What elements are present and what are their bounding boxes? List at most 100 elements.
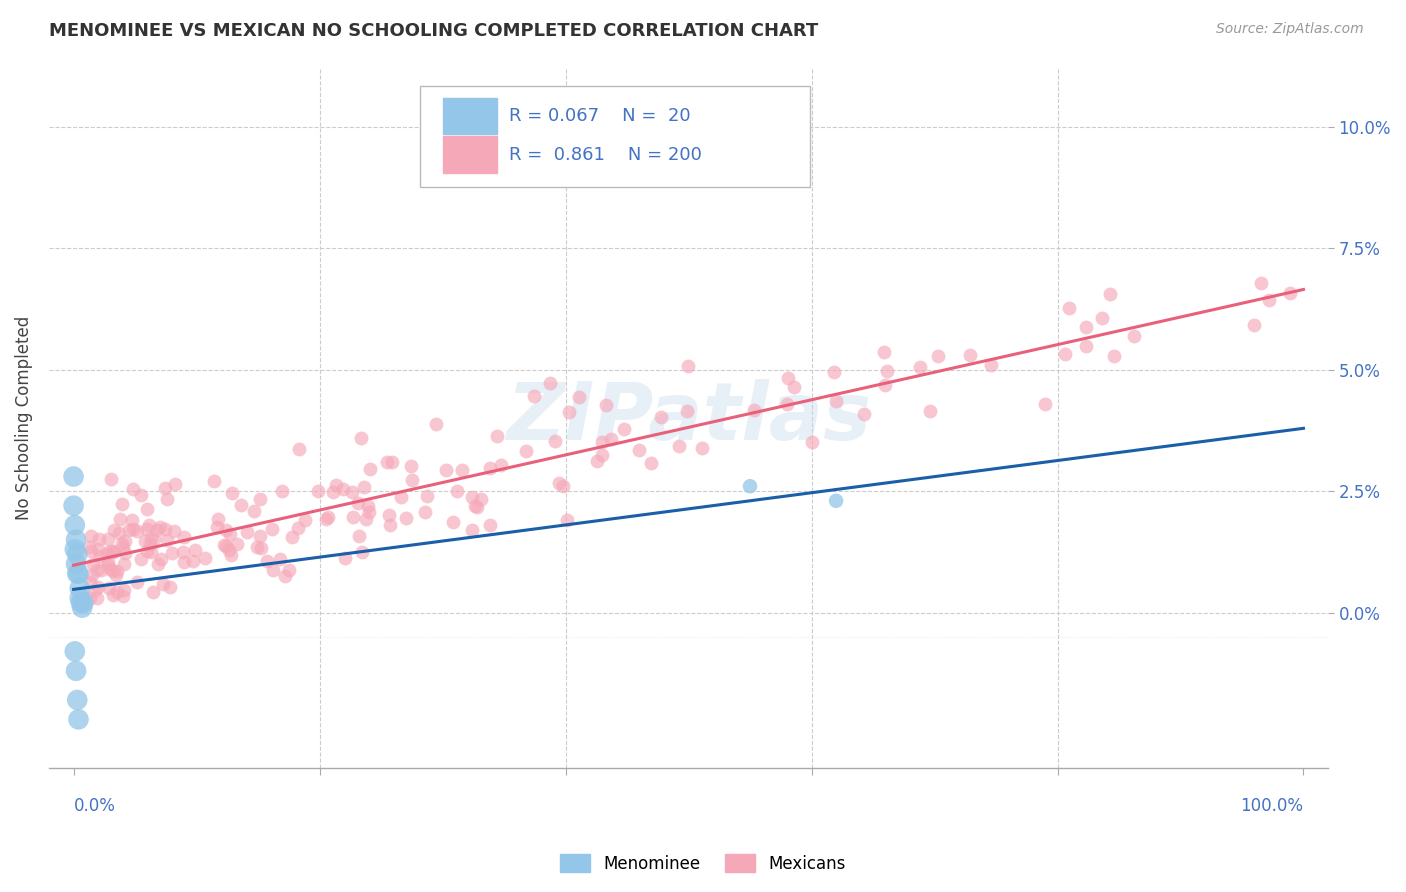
Point (1258, 293, 1281, 307)
Point (359, 462, 381, 476)
Point (401, 473, 423, 487)
Point (136, 502, 159, 516)
Point (591, 448, 613, 462)
Text: R =  0.861    N = 200: R = 0.861 N = 200 (509, 145, 703, 163)
Point (852, 407, 875, 421)
Point (446, 484, 468, 499)
Point (97, 532, 120, 546)
Point (136, 543, 159, 558)
Point (77, 540, 100, 554)
Point (824, 393, 846, 408)
Point (378, 518, 401, 533)
Point (1074, 320, 1097, 334)
Text: 100.0%: 100.0% (1240, 797, 1303, 815)
Point (377, 455, 399, 469)
Point (145, 523, 167, 537)
Point (69, 581, 91, 595)
Point (67, 712, 90, 726)
Text: R = 0.067    N =  20: R = 0.067 N = 20 (509, 107, 692, 125)
Point (315, 512, 337, 526)
Point (544, 434, 567, 448)
Point (163, 524, 186, 539)
Point (103, 588, 125, 602)
Point (70, 596, 93, 610)
Point (461, 491, 484, 505)
Point (1250, 276, 1272, 290)
Point (112, 541, 135, 555)
Point (66, 547, 89, 561)
Point (65, 533, 87, 547)
Y-axis label: No Schooling Completed: No Schooling Completed (15, 316, 32, 520)
Point (96, 546, 118, 560)
Point (347, 529, 370, 543)
Point (98, 562, 121, 576)
Point (491, 458, 513, 472)
Point (256, 554, 278, 568)
Point (415, 489, 437, 503)
Point (87, 580, 110, 594)
Point (142, 585, 165, 599)
Point (163, 477, 186, 491)
Point (105, 567, 128, 582)
Point (80, 544, 103, 558)
Point (269, 552, 291, 566)
Point (353, 480, 375, 494)
Point (111, 536, 134, 550)
Point (352, 545, 374, 559)
Point (139, 537, 162, 551)
Point (205, 520, 228, 534)
Point (742, 402, 765, 417)
Point (288, 442, 311, 457)
Point (378, 508, 401, 523)
Legend: Menominee, Mexicans: Menominee, Mexicans (553, 847, 853, 880)
Point (450, 463, 472, 477)
Point (149, 519, 172, 533)
Point (551, 479, 574, 493)
Point (231, 498, 253, 512)
Point (547, 476, 569, 491)
Point (122, 522, 145, 536)
Point (70, 600, 93, 615)
Point (425, 417, 447, 432)
Point (173, 529, 195, 543)
Point (100, 472, 122, 486)
FancyBboxPatch shape (443, 98, 496, 135)
Point (959, 348, 981, 362)
Text: MENOMINEE VS MEXICAN NO SCHOOLING COMPLETED CORRELATION CHART: MENOMINEE VS MEXICAN NO SCHOOLING COMPLE… (49, 22, 818, 40)
Point (101, 544, 124, 558)
Point (1053, 346, 1076, 360)
Point (249, 529, 271, 543)
Point (184, 543, 207, 558)
Point (515, 444, 537, 458)
Point (112, 589, 135, 603)
Point (112, 582, 135, 597)
Point (86, 591, 108, 605)
Point (278, 563, 301, 577)
Point (1057, 301, 1080, 315)
Point (441, 515, 464, 529)
Point (250, 541, 273, 556)
Point (333, 550, 356, 565)
Point (67, 566, 90, 581)
Point (249, 492, 271, 507)
FancyBboxPatch shape (420, 86, 810, 187)
Point (555, 513, 578, 527)
Point (114, 533, 136, 548)
Point (873, 345, 896, 359)
Point (568, 390, 591, 404)
Point (600, 433, 623, 447)
Point (464, 499, 486, 513)
Point (172, 545, 194, 559)
Point (640, 457, 662, 471)
Point (134, 534, 156, 549)
Point (1278, 286, 1301, 301)
Point (523, 389, 546, 403)
Point (776, 397, 799, 411)
Point (111, 498, 134, 512)
Point (156, 492, 179, 507)
Point (1091, 311, 1114, 326)
Point (160, 546, 183, 560)
Point (114, 545, 136, 559)
Point (281, 530, 304, 544)
Point (927, 349, 949, 363)
